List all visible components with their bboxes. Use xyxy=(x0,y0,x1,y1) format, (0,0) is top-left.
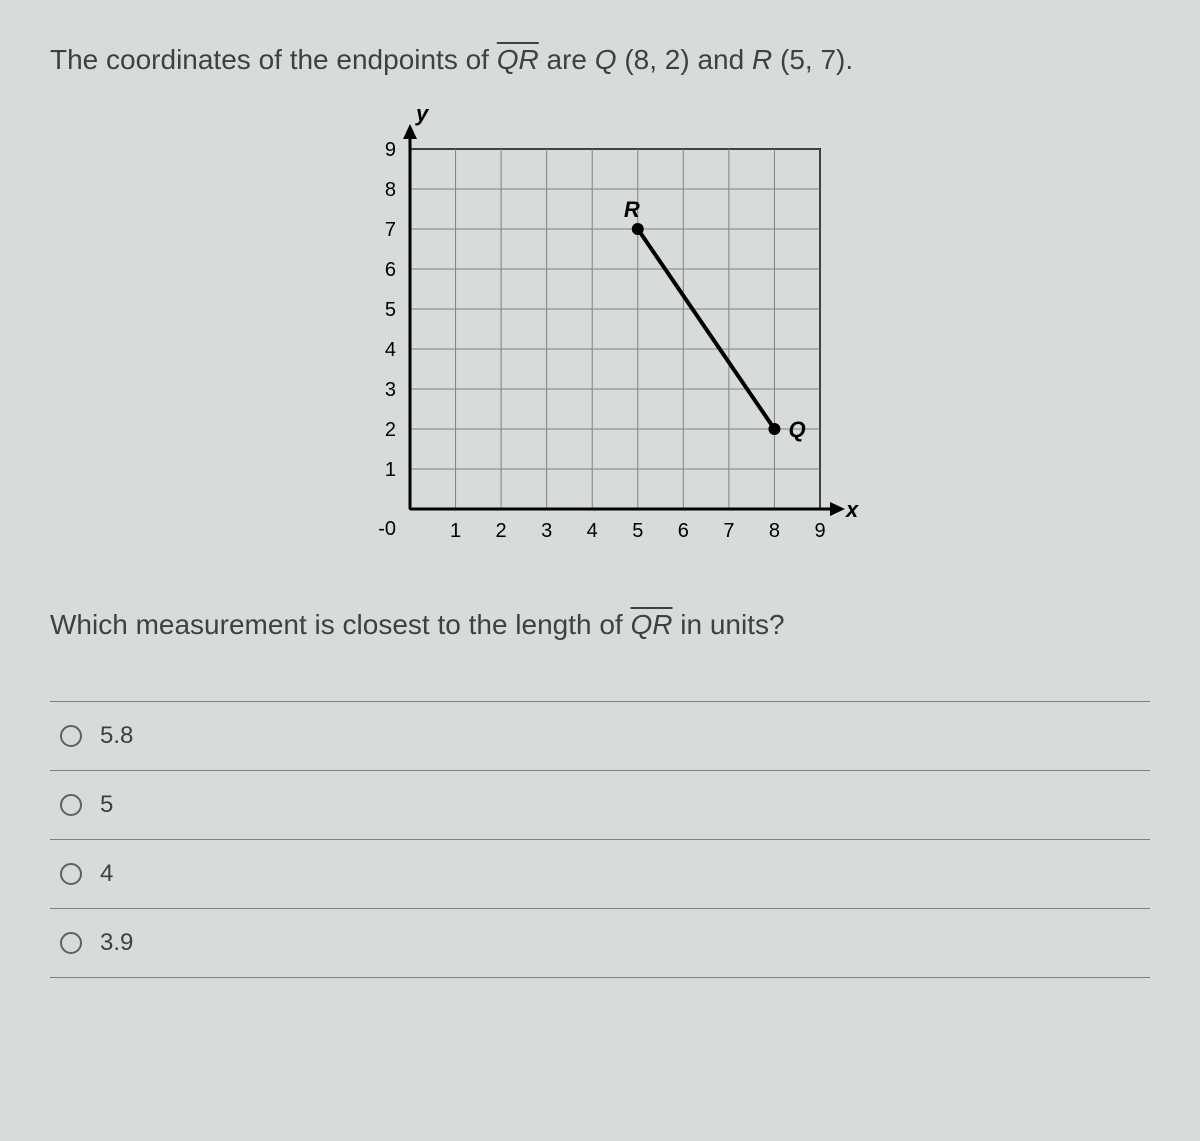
option-label: 5 xyxy=(100,791,113,819)
coordinate-grid-chart: 1 2 3 4 5 6 7 8 9 1 2 3 4 5 6 7 8 9 -0 y x Q R xyxy=(340,109,860,569)
answer-option[interactable]: 5 xyxy=(50,771,1150,840)
answer-option[interactable]: 3.9 xyxy=(50,909,1150,978)
svg-text:9: 9 xyxy=(814,520,825,542)
svg-text:-0: -0 xyxy=(378,518,396,540)
question-prefix: The coordinates of the endpoints of xyxy=(50,44,497,75)
point-q-coords: (8, 2) xyxy=(624,44,689,75)
svg-text:y: y xyxy=(415,109,430,126)
svg-text:Q: Q xyxy=(788,417,805,442)
question-end: . xyxy=(845,44,853,75)
option-label: 3.9 xyxy=(100,929,133,957)
prompt-prefix: Which measurement is closest to the leng… xyxy=(50,609,631,640)
chart-container: 1 2 3 4 5 6 7 8 9 1 2 3 4 5 6 7 8 9 -0 y x Q R xyxy=(50,109,1150,569)
point-r-coords: (5, 7) xyxy=(780,44,845,75)
answer-option[interactable]: 4 xyxy=(50,840,1150,909)
svg-text:6: 6 xyxy=(385,259,396,281)
svg-text:1: 1 xyxy=(450,520,461,542)
svg-text:3: 3 xyxy=(541,520,552,542)
segment-qr: QR xyxy=(497,44,539,75)
option-label: 5.8 xyxy=(100,722,133,750)
svg-text:5: 5 xyxy=(385,299,396,321)
svg-text:1: 1 xyxy=(385,459,396,481)
radio-icon[interactable] xyxy=(60,932,82,954)
svg-text:4: 4 xyxy=(587,520,598,542)
svg-text:2: 2 xyxy=(496,520,507,542)
svg-text:7: 7 xyxy=(385,219,396,241)
answer-option[interactable]: 5.8 xyxy=(50,702,1150,771)
svg-text:x: x xyxy=(845,497,859,522)
svg-text:R: R xyxy=(624,197,640,222)
svg-text:8: 8 xyxy=(385,179,396,201)
radio-icon[interactable] xyxy=(60,725,82,747)
svg-text:6: 6 xyxy=(678,520,689,542)
question-stem: The coordinates of the endpoints of QR a… xyxy=(50,40,1150,79)
point-q-label: Q xyxy=(595,44,617,75)
svg-text:5: 5 xyxy=(632,520,643,542)
option-label: 4 xyxy=(100,860,113,888)
radio-icon[interactable] xyxy=(60,863,82,885)
question-mid: are xyxy=(539,44,595,75)
svg-text:4: 4 xyxy=(385,339,396,361)
svg-text:9: 9 xyxy=(385,139,396,161)
svg-text:2: 2 xyxy=(385,419,396,441)
question-and: and xyxy=(690,44,752,75)
answer-options: 5.8 5 4 3.9 xyxy=(50,701,1150,978)
radio-icon[interactable] xyxy=(60,794,82,816)
question-page: The coordinates of the endpoints of QR a… xyxy=(0,0,1200,1141)
svg-text:7: 7 xyxy=(723,520,734,542)
svg-text:8: 8 xyxy=(769,520,780,542)
point-r-label: R xyxy=(752,44,772,75)
svg-text:3: 3 xyxy=(385,379,396,401)
prompt-suffix: in units? xyxy=(673,609,785,640)
question-prompt: Which measurement is closest to the leng… xyxy=(50,609,1150,641)
prompt-segment-qr: QR xyxy=(631,609,673,640)
